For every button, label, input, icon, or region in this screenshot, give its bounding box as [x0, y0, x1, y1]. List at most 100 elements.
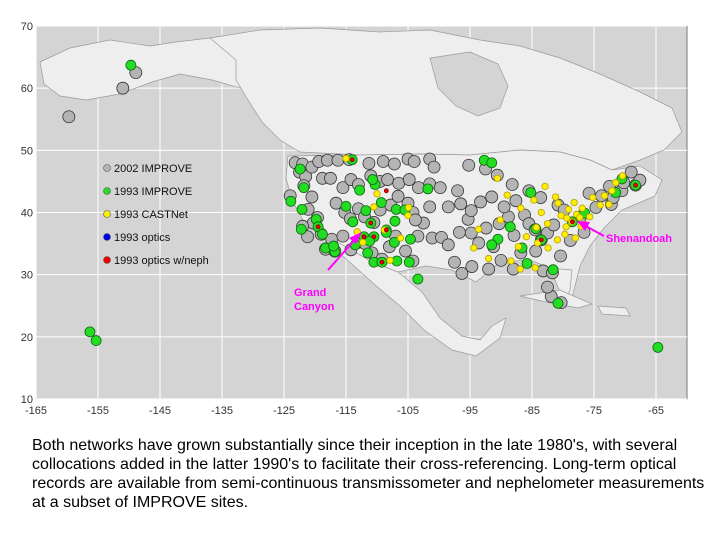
y-tick-label: 40 [21, 208, 33, 220]
site-marker-2002-improve [462, 158, 476, 172]
site-marker-1993-castnet [484, 254, 493, 263]
site-marker-1993-improve [405, 233, 416, 245]
site-marker-2002-improve [448, 255, 461, 269]
annotation-grand-canyon: Grand Canyon [294, 232, 362, 313]
site-marker-1993-improve [354, 184, 366, 196]
site-marker-2002-improve [301, 230, 314, 244]
legend-swatch-2002-improve [103, 164, 111, 172]
site-marker-1993-castnet [576, 213, 584, 222]
site-marker-1993-castnet [396, 234, 405, 242]
site-marker-2002-improve [362, 156, 376, 170]
annotations: Grand Canyon Shenandoah [294, 221, 672, 313]
site-marker-2002-improve [381, 173, 394, 186]
site-marker-2002-improve [324, 171, 337, 185]
site-marker-1993-castnet [514, 243, 522, 251]
site-marker-1993-improve [125, 59, 137, 71]
site-marker-2002-improve [494, 253, 508, 267]
site-marker-1993-improve [84, 326, 96, 338]
site-marker-2002-improve [485, 190, 499, 204]
site-marker-1993-castnet [530, 196, 538, 204]
site-marker-1993-castnet [612, 179, 620, 187]
tick-labels: -165 -155 -145 -135 -125 -115 -105 -95 -85 -75 -65… [21, 21, 664, 417]
legend-swatch-1993-optics-w-neph [103, 256, 111, 264]
x-tick-label: -135 [211, 405, 233, 417]
site-marker-1993-castnet [522, 233, 531, 241]
site-marker-1993-optics-w-neph [349, 157, 355, 163]
site-marker-1993-improve [486, 157, 498, 169]
site-marker-2002-improve [554, 249, 567, 263]
site-marker-1993-castnet [537, 208, 545, 217]
y-tick-label: 10 [21, 394, 33, 406]
site-marker-1993-improve [294, 163, 306, 175]
annotation-label-grand-canyon-line1: Grand [294, 287, 326, 299]
site-marker-1993-optics-w-neph [379, 259, 385, 265]
site-marker-1993-improve [652, 342, 664, 353]
site-marker-2002-improve [399, 244, 412, 258]
y-tick-label: 30 [21, 270, 33, 282]
site-marker-2002-improve [433, 181, 447, 195]
site-marker-2002-improve [62, 110, 76, 124]
site-marker-2002-improve [391, 189, 405, 203]
site-marker-2002-improve [497, 200, 511, 214]
site-marker-1993-improve [317, 228, 328, 240]
site-marker-1993-improve [298, 182, 310, 194]
site-marker-2002-improve [427, 160, 441, 174]
site-markers [62, 59, 664, 353]
site-marker-1993-castnet [370, 203, 378, 211]
site-marker-1993-optics-w-neph [383, 227, 389, 233]
site-marker-1993-optics-w-neph [569, 219, 575, 225]
site-marker-1993-improve [295, 223, 307, 235]
site-marker-1993-castnet [596, 201, 604, 209]
site-marker-1993-improve [547, 264, 559, 276]
site-marker-1993-improve [525, 187, 537, 199]
site-marker-1993-castnet [405, 203, 413, 212]
site-marker-2002-improve [407, 155, 421, 168]
site-marker-1993-castnet [475, 225, 483, 233]
site-marker-1993-castnet [404, 212, 412, 220]
site-map-chart: -165 -155 -145 -135 -125 -115 -105 -95 -85 -75 -65… [21, 21, 688, 417]
legend-label-1993-optics-w-neph: 1993 optics w/neph [114, 255, 209, 267]
site-marker-1993-improve [90, 335, 102, 346]
x-tick-label: -155 [87, 405, 109, 417]
site-marker-1993-optics-w-neph [315, 224, 321, 230]
site-marker-1993-improve [285, 195, 297, 207]
site-marker-1993-castnet [564, 205, 573, 213]
site-marker-1993-optics-w-neph [383, 188, 389, 194]
site-marker-1993-optics-w-neph [371, 234, 377, 240]
site-marker-1993-improve [367, 174, 379, 185]
legend-label-1993-improve: 1993 IMPROVE [114, 186, 192, 198]
figure-caption: Both networks have grown substantially s… [32, 437, 705, 511]
site-marker-1993-improve [521, 258, 533, 269]
legend-swatch-1993-optics [103, 233, 111, 241]
site-marker-1993-castnet [531, 264, 539, 272]
site-marker-2002-improve [464, 226, 478, 240]
site-marker-1993-castnet [586, 213, 594, 221]
y-tick-label: 70 [21, 21, 33, 33]
site-marker-2002-improve [529, 244, 543, 258]
site-marker-1993-castnet [342, 154, 350, 163]
site-marker-1993-castnet [563, 214, 571, 222]
site-marker-1993-optics-w-neph [633, 182, 638, 188]
arrowhead-shenandoah [577, 221, 590, 231]
site-marker-1993-optics-w-neph [361, 234, 367, 240]
site-marker-1993-castnet [543, 220, 552, 228]
site-marker-1993-castnet [503, 191, 511, 199]
site-marker-1993-castnet [561, 230, 569, 238]
legend-label-2002-improve: 2002 IMPROVE [114, 163, 192, 175]
site-marker-1993-improve [403, 256, 415, 268]
site-marker-2002-improve [474, 195, 487, 209]
annotation-label-grand-canyon-line2: Canyon [294, 301, 335, 313]
legend: 2002 IMPROVE 1993 IMPROVE 1993 CASTNet 1993… [103, 163, 209, 267]
site-marker-1993-improve [347, 216, 359, 228]
site-marker-2002-improve [441, 238, 455, 252]
site-marker-2002-improve [509, 194, 523, 208]
canada-landmass [209, 27, 683, 171]
site-marker-1993-improve [552, 297, 564, 309]
annotation-arrow-grand-canyon [327, 235, 359, 271]
site-marker-1993-improve [328, 240, 340, 252]
site-marker-1993-improve [362, 247, 374, 259]
site-marker-1993-castnet [571, 234, 580, 242]
x-tick-label: -115 [335, 405, 356, 417]
site-marker-2002-improve [505, 178, 519, 191]
x-tick-label: -105 [397, 405, 419, 417]
